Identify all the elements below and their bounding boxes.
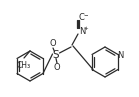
- Text: O: O: [50, 39, 56, 48]
- Text: CH₃: CH₃: [17, 61, 31, 70]
- Text: N: N: [79, 26, 85, 36]
- Text: −: −: [84, 13, 88, 17]
- Text: +: +: [84, 26, 88, 32]
- Text: N: N: [117, 51, 123, 60]
- Text: O: O: [54, 62, 60, 71]
- Text: C: C: [79, 13, 85, 22]
- Text: S: S: [53, 50, 59, 60]
